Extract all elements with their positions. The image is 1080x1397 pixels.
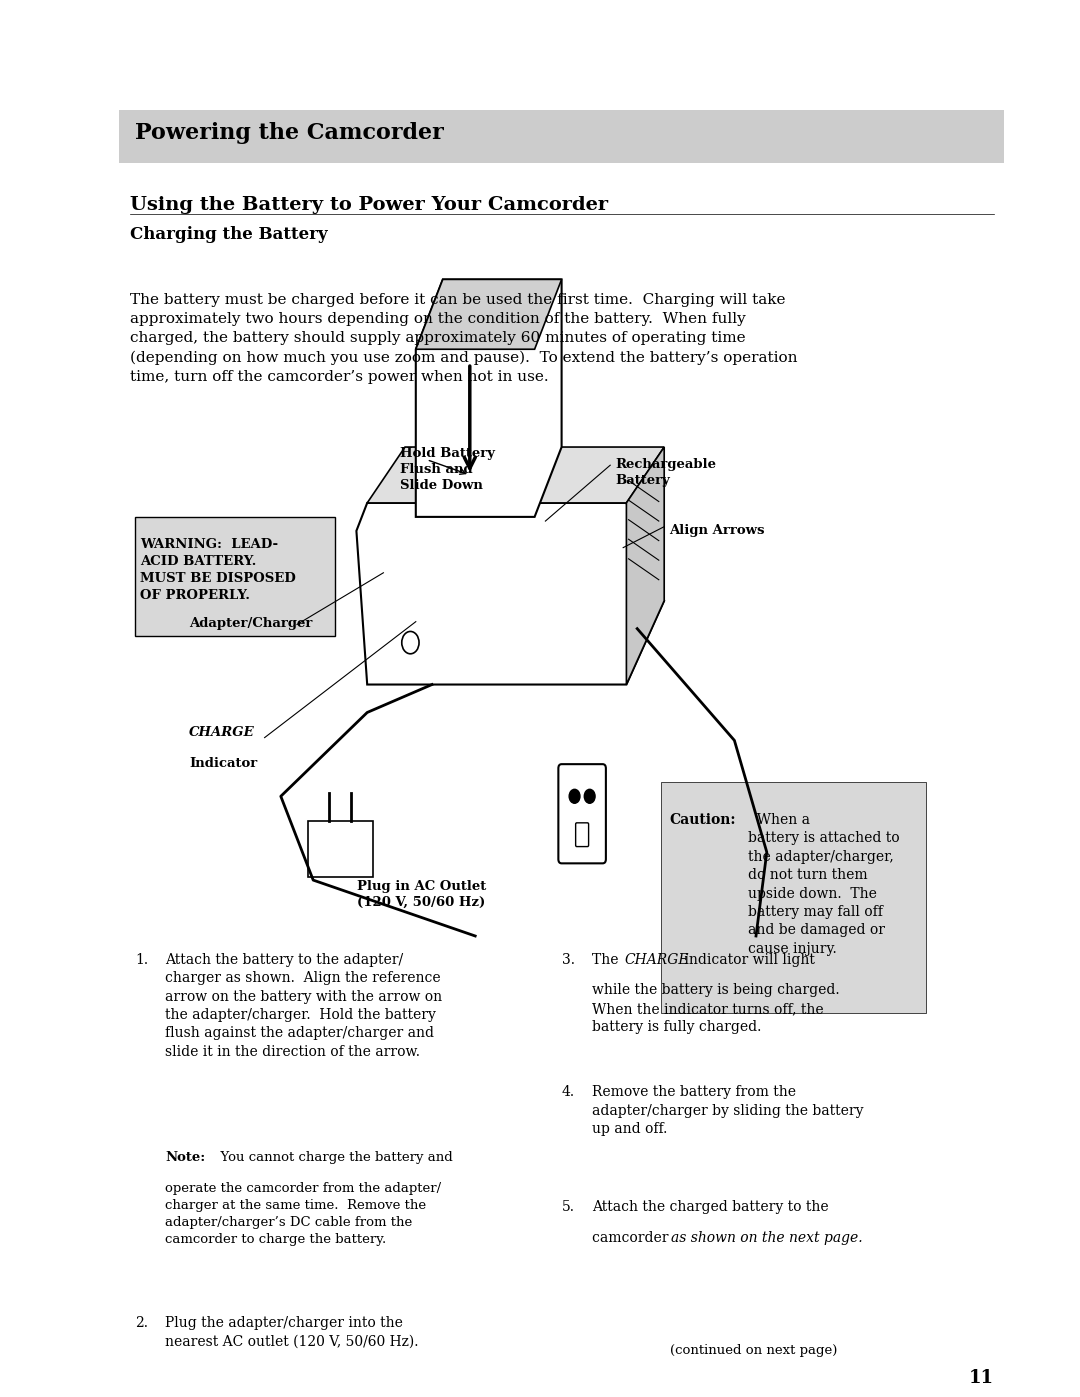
Text: You cannot charge the battery and: You cannot charge the battery and: [212, 1151, 453, 1164]
Circle shape: [584, 789, 595, 803]
Text: 3.: 3.: [562, 953, 575, 967]
Text: 1.: 1.: [135, 953, 148, 967]
Text: Using the Battery to Power Your Camcorder: Using the Battery to Power Your Camcorde…: [130, 196, 608, 214]
Text: Attach the charged battery to the: Attach the charged battery to the: [592, 1200, 828, 1214]
Text: as shown on the next page.: as shown on the next page.: [671, 1231, 862, 1245]
Text: 2.: 2.: [135, 1316, 148, 1330]
Polygon shape: [626, 447, 664, 685]
Text: Attach the battery to the adapter/
charger as shown.  Align the reference
arrow : Attach the battery to the adapter/ charg…: [165, 953, 443, 1059]
Text: camcorder: camcorder: [592, 1231, 673, 1245]
Text: Remove the battery from the
adapter/charger by sliding the battery
up and off.: Remove the battery from the adapter/char…: [592, 1085, 863, 1136]
Text: CHARGE: CHARGE: [189, 726, 255, 739]
FancyBboxPatch shape: [558, 764, 606, 863]
Text: 4.: 4.: [562, 1085, 575, 1099]
Text: Powering the Camcorder: Powering the Camcorder: [135, 122, 444, 144]
Text: Hold Battery
Flush and
Slide Down: Hold Battery Flush and Slide Down: [400, 447, 495, 492]
Polygon shape: [416, 279, 562, 349]
FancyBboxPatch shape: [135, 517, 335, 636]
Text: Adapter/Charger: Adapter/Charger: [189, 617, 312, 630]
Text: Rechargeable
Battery: Rechargeable Battery: [616, 458, 717, 488]
Text: Charging the Battery: Charging the Battery: [130, 226, 327, 243]
Text: Caution:: Caution:: [670, 813, 737, 827]
Circle shape: [569, 789, 580, 803]
Text: CHARGE: CHARGE: [624, 953, 689, 967]
Text: When a
battery is attached to
the adapter/charger,
do not turn them
upside down.: When a battery is attached to the adapte…: [748, 813, 900, 956]
Text: (continued on next page): (continued on next page): [670, 1344, 837, 1356]
Text: The: The: [592, 953, 623, 967]
Text: indicator will light: indicator will light: [680, 953, 815, 967]
Polygon shape: [416, 279, 562, 517]
FancyBboxPatch shape: [119, 110, 1004, 163]
FancyBboxPatch shape: [576, 823, 589, 847]
Text: while the battery is being charged.
When the indicator turns off, the
battery is: while the battery is being charged. When…: [592, 983, 839, 1034]
Text: Align Arrows: Align Arrows: [670, 524, 765, 536]
Polygon shape: [367, 447, 664, 503]
Text: Note:: Note:: [165, 1151, 205, 1164]
Text: 5.: 5.: [562, 1200, 575, 1214]
Text: The battery must be charged before it can be used the first time.  Charging will: The battery must be charged before it ca…: [130, 293, 797, 384]
Text: Indicator: Indicator: [189, 757, 257, 770]
Text: operate the camcorder from the adapter/
charger at the same time.  Remove the
ad: operate the camcorder from the adapter/ …: [165, 1182, 442, 1246]
Polygon shape: [308, 821, 373, 877]
Text: 11: 11: [969, 1369, 994, 1387]
Text: Plug in AC Outlet
(120 V, 50/60 Hz): Plug in AC Outlet (120 V, 50/60 Hz): [356, 880, 486, 909]
FancyBboxPatch shape: [661, 782, 926, 1013]
Polygon shape: [356, 503, 664, 685]
Text: Plug the adapter/charger into the
nearest AC outlet (120 V, 50/60 Hz).: Plug the adapter/charger into the neares…: [165, 1316, 419, 1348]
Text: WARNING:  LEAD-
ACID BATTERY.
MUST BE DISPOSED
OF PROPERLY.: WARNING: LEAD- ACID BATTERY. MUST BE DIS…: [140, 538, 296, 602]
